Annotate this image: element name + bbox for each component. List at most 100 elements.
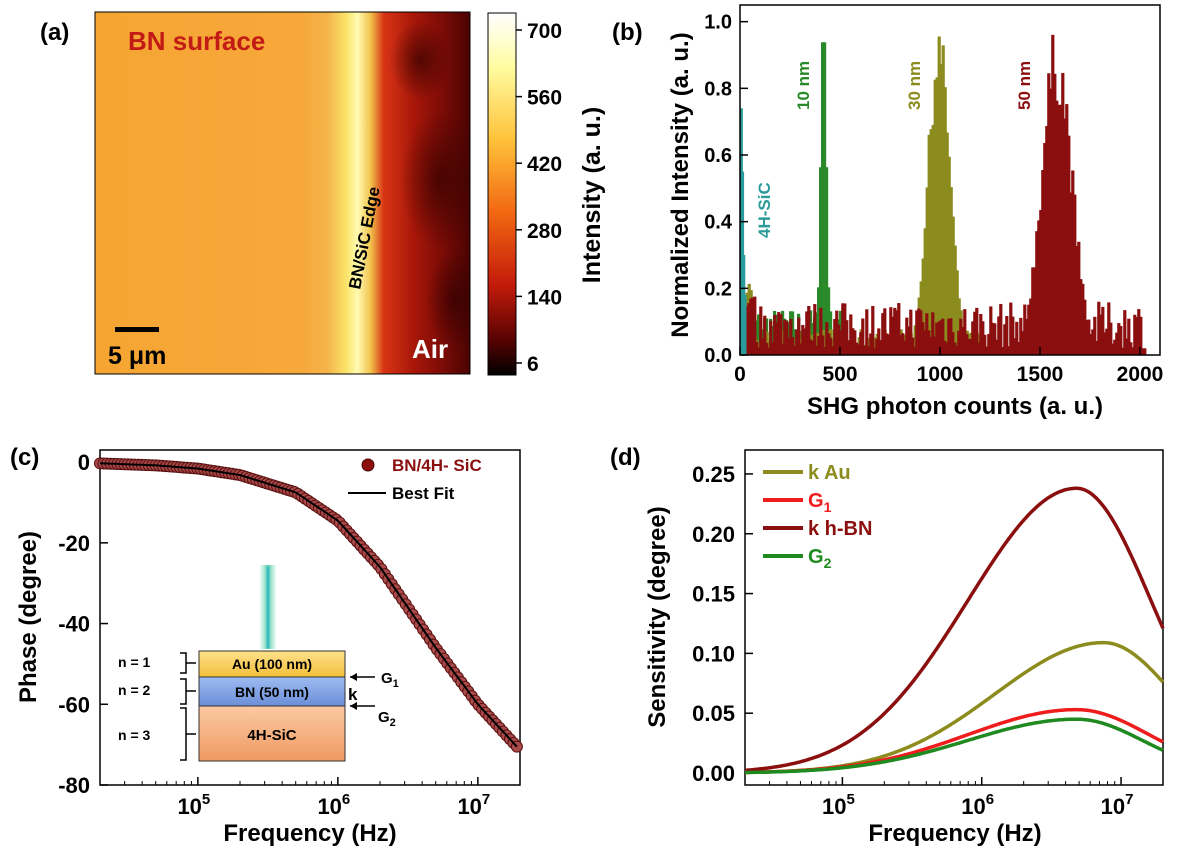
bar-50nm bbox=[953, 342, 957, 355]
bar-50nm bbox=[777, 312, 781, 355]
bar-50nm bbox=[771, 342, 775, 355]
bar-50nm bbox=[1067, 135, 1071, 355]
y-tick-label-c: -40 bbox=[58, 612, 90, 637]
bar-50nm bbox=[795, 329, 799, 355]
bar-50nm bbox=[929, 336, 933, 355]
bar-50nm bbox=[1059, 104, 1063, 355]
bar-50nm bbox=[1117, 323, 1121, 355]
colorbar-tick-label: 140 bbox=[527, 286, 562, 309]
bar-50nm bbox=[991, 322, 995, 355]
bar-50nm bbox=[877, 328, 881, 355]
bar-50nm bbox=[841, 303, 845, 355]
bar-50nm bbox=[1127, 318, 1131, 355]
bar-50nm bbox=[1033, 267, 1037, 355]
x-tick-label-b: 1000 bbox=[917, 363, 964, 386]
bar-50nm bbox=[827, 333, 831, 355]
bar-50nm bbox=[927, 330, 931, 355]
bar-50nm bbox=[1091, 329, 1095, 355]
bar-30nm bbox=[935, 77, 939, 356]
bar-50nm bbox=[1041, 169, 1045, 355]
legend-marker-c-data bbox=[361, 458, 375, 472]
bar-50nm bbox=[1143, 348, 1147, 355]
bar-50nm bbox=[1065, 104, 1069, 355]
bar-50nm bbox=[1133, 314, 1137, 355]
colorbar bbox=[487, 12, 517, 376]
bar-50nm bbox=[931, 312, 935, 355]
bar-50nm bbox=[843, 303, 847, 355]
bar-50nm bbox=[1023, 304, 1027, 355]
y-tick-label-b: 0.0 bbox=[704, 345, 732, 367]
bar-50nm bbox=[1097, 301, 1101, 355]
y-tick-label-d: 0.20 bbox=[692, 522, 735, 547]
bar-50nm bbox=[839, 330, 843, 355]
bar-50nm bbox=[903, 340, 907, 355]
bar-50nm bbox=[845, 320, 849, 355]
legend-c-fit: Best Fit bbox=[392, 484, 455, 503]
y-tick-label-c: -80 bbox=[58, 773, 90, 798]
panel-d: (d) 105 106 107 0.00 0.05 0.10 0.15 0.20 0.25 Se… bbox=[610, 444, 1165, 847]
bar-50nm bbox=[1061, 72, 1065, 355]
colorbar-tick-label: 6 bbox=[527, 353, 539, 376]
bar-50nm bbox=[925, 313, 929, 355]
bar-10nm bbox=[825, 167, 829, 355]
bar-50nm bbox=[943, 340, 947, 355]
bar-50nm bbox=[801, 324, 805, 355]
annot-4h-sic: 4H-SiC bbox=[755, 182, 774, 238]
bar-50nm bbox=[1101, 306, 1105, 355]
bar-50nm bbox=[821, 335, 825, 355]
y-axis-label-d: Sensitivity (degree) bbox=[644, 506, 671, 727]
g2-label: G2 bbox=[378, 709, 396, 729]
panel-d-label: (d) bbox=[610, 444, 641, 471]
bar-50nm bbox=[873, 347, 877, 355]
bar-50nm bbox=[1037, 220, 1041, 355]
bar-50nm bbox=[975, 307, 979, 355]
panel-a: (a) BN surface BN/SiC Edge Air 5 μm 7005… bbox=[40, 11, 606, 376]
layer-sic bbox=[198, 705, 346, 762]
bar-50nm bbox=[945, 342, 949, 355]
bar-50nm bbox=[1079, 279, 1083, 355]
bar-10nm bbox=[823, 42, 827, 355]
bar-50nm bbox=[1007, 346, 1011, 355]
layer-au-label: Au (100 nm) bbox=[232, 656, 312, 672]
bar-50nm bbox=[901, 333, 905, 355]
bar-50nm bbox=[1045, 125, 1049, 356]
bar-50nm bbox=[923, 330, 927, 355]
bar-50nm bbox=[849, 314, 853, 355]
bar-50nm bbox=[1039, 210, 1043, 355]
x-tick-label-c: 105 bbox=[177, 791, 210, 819]
bar-30nm bbox=[943, 87, 947, 355]
bar-50nm bbox=[1005, 316, 1009, 355]
y-tick-label-c: -60 bbox=[58, 692, 90, 717]
bar-50nm bbox=[973, 311, 977, 355]
bar-30nm bbox=[933, 79, 937, 355]
k-label: k bbox=[348, 685, 358, 704]
bar-50nm bbox=[1029, 298, 1033, 355]
bar-50nm bbox=[819, 307, 823, 355]
bar-50nm bbox=[979, 313, 983, 355]
x-axis-label-c: Frequency (Hz) bbox=[223, 820, 396, 847]
bar-50nm bbox=[1131, 347, 1135, 355]
y-axis-label-b: Normalized Intensity (a. u.) bbox=[667, 32, 694, 337]
bar-50nm bbox=[895, 310, 899, 355]
bar-50nm bbox=[981, 321, 985, 355]
bar-50nm bbox=[837, 324, 841, 355]
bar-50nm bbox=[745, 306, 749, 355]
bar-4h-sic bbox=[744, 295, 747, 355]
bar-30nm bbox=[945, 132, 949, 355]
bar-30nm bbox=[921, 258, 925, 355]
bar-30nm bbox=[823, 334, 827, 355]
bar-50nm bbox=[1013, 338, 1017, 355]
bar-30nm bbox=[953, 245, 957, 355]
bar-30nm bbox=[955, 270, 959, 355]
bar-50nm bbox=[985, 346, 989, 355]
bar-50nm bbox=[853, 330, 857, 355]
bar-50nm bbox=[1003, 324, 1007, 355]
x-tick-label-b: 1500 bbox=[1017, 363, 1064, 386]
y-tick-label-d: 0.05 bbox=[692, 701, 735, 726]
bar-50nm bbox=[809, 339, 813, 355]
annot-10nm: 10 nm bbox=[794, 61, 813, 110]
bar-30nm bbox=[949, 187, 953, 355]
y-tick-label-d: 0.00 bbox=[692, 761, 735, 786]
bar-50nm bbox=[751, 297, 755, 355]
bar-50nm bbox=[1051, 34, 1055, 355]
